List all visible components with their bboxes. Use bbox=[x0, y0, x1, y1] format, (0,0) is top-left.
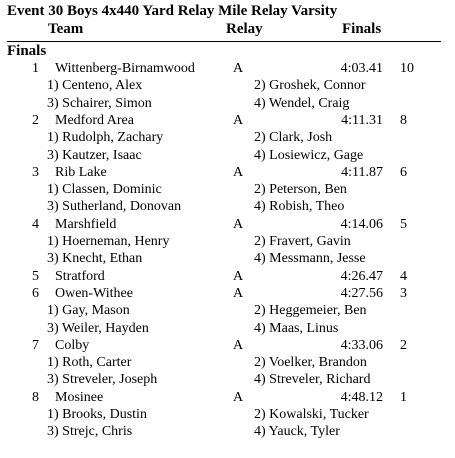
team-name: Rib Lake bbox=[55, 164, 107, 180]
event-title: Event 30 Boys 4x440 Yard Relay Mile Rela… bbox=[7, 3, 338, 19]
finals-time: 4:14.06 bbox=[340, 216, 383, 232]
finals-time: 4:11.87 bbox=[341, 164, 383, 180]
relay-letter: A bbox=[233, 337, 244, 353]
team-name: Colby bbox=[55, 337, 90, 353]
relay-letter: A bbox=[233, 61, 244, 76]
runner-name: 3) Knecht, Ethan bbox=[47, 251, 143, 267]
header-rule bbox=[7, 41, 441, 42]
team-name: Owen-Withee bbox=[55, 285, 133, 301]
runner-name: 2) Heggemeier, Ben bbox=[254, 303, 367, 319]
runner-name: 3) Weiler, Hayden bbox=[47, 320, 149, 336]
runner-name: 4) Wendel, Craig bbox=[254, 95, 350, 111]
place-number: 4 bbox=[32, 216, 39, 232]
runner-name: 2) Peterson, Ben bbox=[254, 182, 347, 198]
runner-name: 3) Schairer, Simon bbox=[47, 95, 152, 111]
runner-name: 4) Yauck, Tyler bbox=[254, 424, 340, 440]
runner-name: 4) Messmann, Jesse bbox=[254, 251, 366, 267]
team-points: 5 bbox=[400, 216, 407, 232]
team-name: Marshfield bbox=[55, 216, 117, 232]
runner-name: 2) Kowalski, Tucker bbox=[254, 407, 369, 422]
place-number: 3 bbox=[32, 164, 39, 180]
relay-letter: A bbox=[233, 268, 244, 284]
finals-time: 4:11.31 bbox=[341, 112, 383, 128]
place-number: 7 bbox=[32, 337, 39, 353]
runner-name: 1) Centeno, Alex bbox=[47, 78, 143, 94]
runner-name: 3) Kautzer, Isaac bbox=[47, 147, 142, 163]
header-relay: Relay bbox=[226, 21, 263, 37]
finals-time: 4:27.56 bbox=[340, 285, 383, 301]
team-name: Mosinee bbox=[55, 389, 104, 405]
finals-time: 4:03.41 bbox=[340, 61, 383, 76]
finals-time: 4:33.06 bbox=[340, 337, 383, 353]
place-number: 8 bbox=[32, 389, 39, 405]
place-number: 6 bbox=[32, 285, 39, 301]
place-number: 1 bbox=[32, 61, 39, 76]
runner-name: 2) Groshek, Connor bbox=[254, 78, 366, 94]
team-points: 2 bbox=[400, 337, 407, 353]
runner-name: 3) Strejc, Chris bbox=[47, 424, 133, 440]
runner-name: 1) Classen, Dominic bbox=[47, 182, 162, 198]
relay-letter: A bbox=[233, 216, 244, 232]
runner-name: 2) Voelker, Brandon bbox=[254, 355, 367, 371]
runner-name: 1) Roth, Carter bbox=[47, 355, 132, 371]
place-number: 5 bbox=[32, 268, 39, 284]
header-finals: Finals bbox=[342, 21, 382, 37]
relay-letter: A bbox=[233, 389, 244, 405]
relay-letter: A bbox=[233, 164, 244, 180]
runner-name: 1) Gay, Mason bbox=[47, 303, 130, 319]
finals-time: 4:48.12 bbox=[340, 389, 383, 405]
team-points: 8 bbox=[400, 112, 407, 128]
runner-name: 3) Sutherland, Donovan bbox=[47, 199, 182, 215]
place-number: 2 bbox=[32, 112, 39, 128]
runner-name: 4) Losiewicz, Gage bbox=[254, 147, 364, 163]
team-name: Stratford bbox=[55, 268, 105, 284]
team-points: 6 bbox=[400, 164, 407, 180]
runner-name: 3) Streveler, Joseph bbox=[47, 372, 158, 388]
team-points: 4 bbox=[400, 268, 407, 284]
relay-letter: A bbox=[233, 112, 244, 128]
header-team: Team bbox=[48, 21, 84, 37]
finals-time: 4:26.47 bbox=[340, 268, 383, 284]
section-title: Finals bbox=[7, 43, 47, 59]
team-name: Medford Area bbox=[55, 112, 134, 128]
runner-name: 4) Maas, Linus bbox=[254, 320, 339, 336]
runner-name: 4) Robish, Theo bbox=[254, 199, 345, 215]
runner-name: 1) Hoerneman, Henry bbox=[47, 234, 170, 249]
runner-name: 1) Brooks, Dustin bbox=[47, 407, 147, 422]
relay-letter: A bbox=[233, 285, 244, 301]
team-name: Wittenberg-Birnamwood bbox=[55, 61, 195, 76]
team-points: 1 bbox=[400, 389, 407, 405]
team-points: 3 bbox=[400, 285, 407, 301]
team-points: 10 bbox=[400, 61, 414, 76]
runner-name: 2) Fravert, Gavin bbox=[254, 234, 351, 249]
runner-name: 4) Streveler, Richard bbox=[254, 372, 371, 388]
runner-name: 1) Rudolph, Zachary bbox=[47, 130, 164, 146]
runner-name: 2) Clark, Josh bbox=[254, 130, 333, 146]
